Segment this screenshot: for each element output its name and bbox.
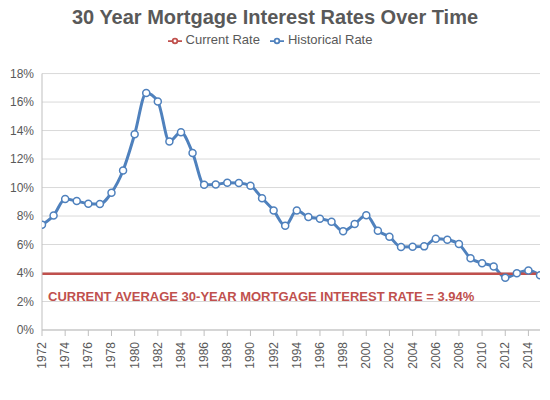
svg-text:1994: 1994	[290, 342, 304, 369]
svg-text:8%: 8%	[17, 209, 35, 223]
svg-text:2%: 2%	[17, 295, 35, 309]
svg-text:1992: 1992	[267, 342, 281, 369]
svg-text:1996: 1996	[313, 342, 327, 369]
svg-text:10%: 10%	[10, 181, 34, 195]
svg-text:4%: 4%	[17, 266, 35, 280]
svg-text:2008: 2008	[452, 342, 466, 369]
svg-text:2012: 2012	[498, 342, 512, 369]
svg-text:2014: 2014	[521, 342, 535, 369]
html-text:Current Rate: Current Rate	[185, 32, 260, 47]
svg-text:6%: 6%	[17, 238, 35, 252]
svg-text:14%: 14%	[10, 124, 34, 138]
svg-text:2000: 2000	[359, 342, 373, 369]
html-text:Historical Rate: Historical Rate	[287, 32, 373, 47]
svg-text:12%: 12%	[10, 152, 34, 166]
svg-text:1974: 1974	[58, 342, 72, 369]
svg-text:2004: 2004	[406, 342, 420, 369]
svg-text:16%: 16%	[10, 95, 34, 109]
svg-text:2002: 2002	[382, 342, 396, 369]
svg-text:1986: 1986	[197, 342, 211, 369]
svg-text:1984: 1984	[174, 342, 188, 369]
svg-text:1978: 1978	[104, 342, 118, 369]
svg-text:1990: 1990	[243, 342, 257, 369]
svg-text:1988: 1988	[220, 342, 234, 369]
svg-text:18%: 18%	[10, 67, 34, 81]
svg-text:1982: 1982	[151, 342, 165, 369]
svg-text:1976: 1976	[81, 342, 95, 369]
svg-text:1998: 1998	[336, 342, 350, 369]
svg-text:1980: 1980	[128, 342, 142, 369]
svg-text:0%: 0%	[17, 323, 35, 337]
svg-text:1972: 1972	[35, 342, 49, 369]
svg-text:2006: 2006	[429, 342, 443, 369]
html-text:CURRENT AVERAGE 30-YEAR MORTGA: CURRENT AVERAGE 30-YEAR MORTGAGE INTERES…	[48, 289, 475, 304]
svg-text:2010: 2010	[475, 342, 489, 369]
html-text:30 Year Mortgage Interest Rate: 30 Year Mortgage Interest Rates Over Tim…	[71, 6, 479, 28]
